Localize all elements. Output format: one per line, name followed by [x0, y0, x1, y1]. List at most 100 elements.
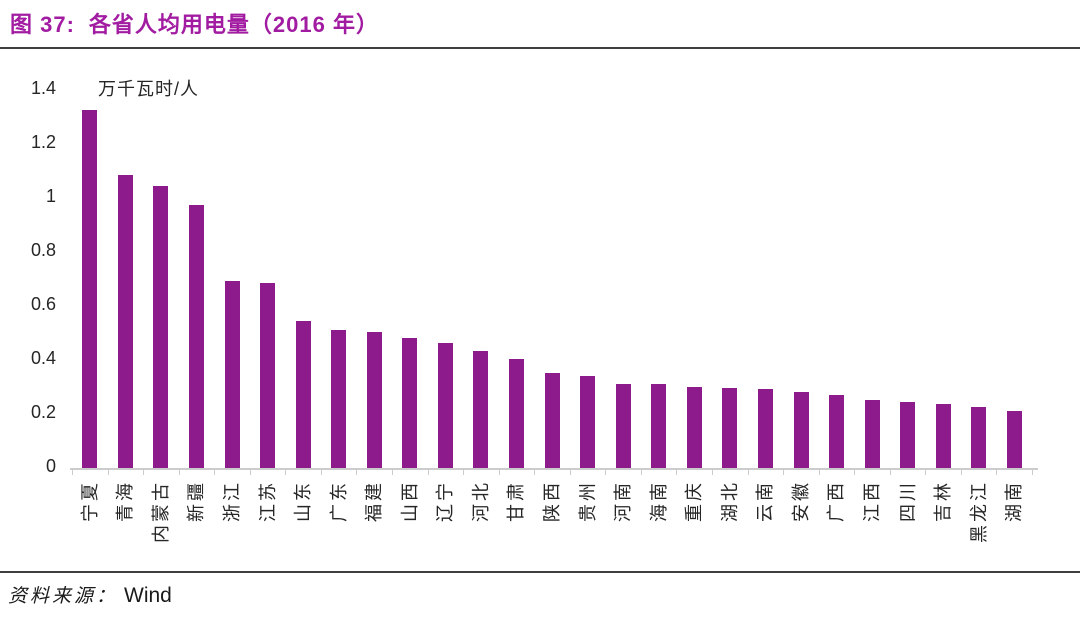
bar-slot [357, 88, 393, 468]
x-axis-label: 海南 [648, 480, 669, 522]
bar [971, 406, 987, 468]
bar [544, 373, 560, 468]
x-axis-label: 广东 [328, 480, 349, 522]
bar-slot [108, 88, 144, 468]
x-axis-tick [925, 468, 927, 475]
plot-area [72, 88, 1032, 468]
x-axis-label-slot: 江苏 [258, 480, 278, 572]
bar [900, 401, 916, 468]
x-axis-label-slot: 贵州 [578, 480, 598, 572]
bar-slot [570, 88, 606, 468]
y-tick-label: 0.8 [30, 240, 56, 260]
bar [686, 386, 702, 468]
x-axis-label-slot: 陕西 [542, 480, 562, 572]
x-axis-label: 湖北 [719, 480, 740, 522]
x-axis-tick [1032, 468, 1033, 475]
x-axis-label: 河北 [470, 480, 491, 522]
bar-slot [143, 88, 179, 468]
x-axis-label-slot: 浙江 [222, 480, 242, 572]
y-axis-tick-labels: 1.4 1.2 1 0.8 0.6 0.4 0.2 0 [0, 0, 56, 500]
bar [722, 387, 738, 468]
x-axis-tick [783, 468, 785, 475]
bar [935, 404, 951, 468]
bar-slot [392, 88, 428, 468]
x-axis-label-slot: 海南 [649, 480, 669, 572]
title-divider [0, 47, 1080, 49]
x-axis-label: 贵州 [577, 480, 598, 522]
x-axis-label-slot: 四川 [898, 480, 918, 572]
x-axis-line [70, 468, 1038, 470]
bar-slot [677, 88, 713, 468]
bar [651, 383, 667, 468]
bar-slot [179, 88, 215, 468]
x-axis-label: 河南 [613, 480, 634, 522]
bar [224, 280, 240, 468]
bar [829, 394, 845, 468]
x-axis-label-slot: 江西 [862, 480, 882, 572]
x-axis-tick [107, 468, 109, 475]
x-axis-label: 山西 [399, 480, 420, 522]
x-axis-label-slot: 湖南 [1004, 480, 1024, 572]
x-axis-tick [498, 468, 500, 475]
x-axis-label-slot: 河北 [471, 480, 491, 572]
y-tick-label: 1 [45, 186, 56, 206]
bar [580, 375, 596, 468]
x-axis-tick [214, 468, 216, 475]
bar [366, 332, 382, 468]
y-tick-label: 1.4 [30, 78, 56, 98]
x-axis-tick [72, 468, 73, 475]
bar-slot [783, 88, 819, 468]
x-axis-label-slot: 重庆 [684, 480, 704, 572]
x-axis-label: 新疆 [186, 480, 207, 522]
x-axis-label-slot: 吉林 [933, 480, 953, 572]
x-axis-tick [712, 468, 713, 475]
x-axis-label-slot: 甘肃 [506, 480, 526, 572]
x-axis-label: 青海 [115, 480, 136, 522]
x-axis-tick [249, 468, 251, 475]
x-axis-label: 吉林 [933, 480, 954, 522]
bar-slot [641, 88, 677, 468]
bar-slot [499, 88, 535, 468]
x-axis-label: 辽宁 [435, 480, 456, 522]
x-axis-tick [392, 468, 393, 475]
x-axis-tick [427, 468, 429, 475]
x-axis-tick [818, 468, 820, 475]
bar [437, 343, 453, 468]
figure-number: 图 37: [10, 12, 75, 37]
x-axis-tick [747, 468, 749, 475]
x-axis-label-slot: 山西 [400, 480, 420, 572]
bar-slot [428, 88, 464, 468]
x-axis-tick [143, 468, 145, 475]
figure-title-text: 各省人均用电量（2016 年） [88, 12, 379, 37]
x-axis-label: 黑龙江 [968, 480, 989, 543]
x-axis-label-slot: 辽宁 [435, 480, 455, 572]
x-axis-label-slot: 广西 [826, 480, 846, 572]
x-axis-tick [463, 468, 465, 475]
bar-slot [890, 88, 926, 468]
x-axis-label: 江西 [862, 480, 882, 522]
bar-slot [321, 88, 357, 468]
x-axis-label: 广西 [826, 480, 847, 522]
bar-slot [712, 88, 748, 468]
x-axis-label: 四川 [897, 480, 918, 522]
bar [509, 359, 525, 468]
x-axis-label: 云南 [755, 480, 776, 522]
bar-slot [534, 88, 570, 468]
bar-slot [72, 88, 108, 468]
x-axis-tick [640, 468, 642, 475]
x-axis-tick [854, 468, 856, 475]
x-axis-label-slot: 内蒙古 [151, 480, 171, 572]
bar-slot [285, 88, 321, 468]
bar-slot [250, 88, 286, 468]
bar-slot [605, 88, 641, 468]
bar-slot [961, 88, 997, 468]
bar-slot [748, 88, 784, 468]
bar [615, 383, 631, 468]
y-tick-label: 0.2 [30, 402, 56, 422]
x-axis-tick [285, 468, 287, 475]
bar [1006, 411, 1022, 468]
y-tick-label: 0 [45, 456, 56, 476]
figure-title: 图 37: 各省人均用电量（2016 年） [10, 7, 379, 39]
x-axis-tick [356, 468, 358, 475]
